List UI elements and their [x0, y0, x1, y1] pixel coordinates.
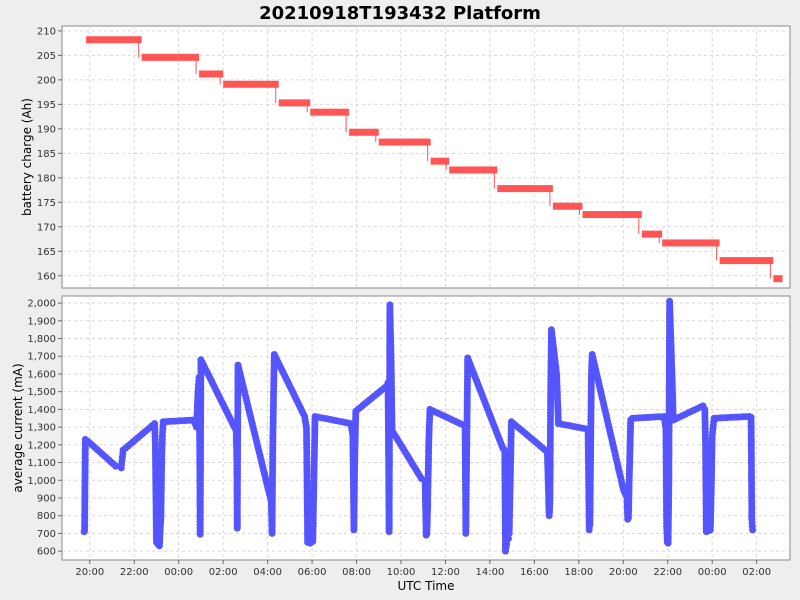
current-y-tick-label: 1,500 — [27, 387, 56, 398]
charge-y-tick-label: 175 — [37, 198, 56, 209]
current-y-label: average current (mA) — [11, 363, 25, 492]
current-y-tick-label: 1,600 — [27, 369, 56, 380]
current-point — [112, 462, 120, 470]
x-tick-label: 08:00 — [342, 567, 371, 578]
x-tick-label: 02:00 — [209, 567, 238, 578]
charge-series — [86, 36, 783, 283]
charge-step-bar — [349, 128, 379, 136]
current-point — [585, 526, 593, 534]
current-point — [749, 526, 757, 534]
current-y-ticks: 600 700 800 900 1,000 1,100 1,200 1,300 1,400 1,5… — [27, 299, 62, 558]
current-y-tick-label: 1,000 — [27, 476, 56, 487]
x-tick-label: 12:00 — [431, 567, 460, 578]
x-tick-label: 14:00 — [475, 567, 504, 578]
current-point — [504, 535, 512, 543]
current-y-tick-label: 1,400 — [27, 405, 56, 416]
x-tick-label: 04:00 — [253, 567, 282, 578]
current-y-tick-label: 1,800 — [27, 334, 56, 345]
current-y-tick-label: 1,200 — [27, 440, 56, 451]
x-tick-label: 00:00 — [164, 567, 193, 578]
current-y-tick-label: 900 — [37, 493, 56, 504]
charge-step-bar — [199, 70, 224, 78]
charge-step-bar — [310, 108, 350, 116]
charge-step-bar — [662, 239, 720, 247]
charge-plot-area — [61, 25, 791, 289]
charge-step-bar — [86, 36, 142, 44]
charge-step-bar — [223, 80, 279, 88]
current-y-tick-label: 1,900 — [27, 316, 56, 327]
x-tick-label: 02:00 — [742, 567, 771, 578]
x-tick-label: 20:00 — [75, 567, 104, 578]
chart-title: 20210918T193432 Platform — [259, 3, 541, 24]
current-y-tick-label: 1,700 — [27, 352, 56, 363]
charge-step-bar — [719, 257, 774, 265]
charge-y-tick-label: 205 — [37, 51, 56, 62]
current-y-tick-label: 700 — [37, 529, 56, 540]
charge-step-bar — [278, 99, 311, 107]
charge-y-tick-label: 195 — [37, 100, 56, 111]
current-y-tick-label: 2,000 — [27, 299, 56, 310]
current-y-tick-label: 1,300 — [27, 423, 56, 434]
charge-y-tick-label: 200 — [37, 75, 56, 86]
x-tick-label: 20:00 — [609, 567, 638, 578]
x-tick-label: 22:00 — [120, 567, 149, 578]
x-axis-label: UTC Time — [398, 579, 455, 593]
charge-y-tick-label: 210 — [37, 26, 56, 37]
charge-step-bar — [552, 202, 583, 210]
charge-y-tick-label: 160 — [37, 271, 56, 282]
charge-step-bar — [641, 230, 663, 238]
x-tick-label: 16:00 — [520, 567, 549, 578]
charge-y-tick-label: 165 — [37, 247, 56, 258]
charge-step-bar — [582, 211, 642, 219]
x-tick-label: 22:00 — [653, 567, 682, 578]
x-tick-label: 06:00 — [298, 567, 327, 578]
x-tick-label: 00:00 — [698, 567, 727, 578]
current-point — [503, 540, 511, 548]
charge-step-bar — [773, 275, 783, 283]
charge-y-ticks: 160 165 170 175 180 185 190 195 200 205 210 — [37, 26, 62, 282]
x-ticks: 20:00 22:00 00:00 02:00 04:00 06:00 08:00 10:00… — [75, 560, 771, 578]
x-tick-label: 10:00 — [387, 567, 416, 578]
charge-step-bar — [141, 53, 200, 61]
current-y-tick-label: 800 — [37, 511, 56, 522]
charge-step-bar — [378, 138, 431, 146]
charge-step-bar — [430, 157, 450, 165]
charge-y-tick-label: 180 — [37, 173, 56, 184]
x-tick-label: 18:00 — [564, 567, 593, 578]
current-y-tick-label: 1,100 — [27, 458, 56, 469]
current-series — [80, 297, 757, 555]
charge-y-tick-label: 185 — [37, 149, 56, 160]
current-y-tick-label: 600 — [37, 547, 56, 558]
charge-step-bar — [497, 185, 553, 193]
charge-y-tick-label: 170 — [37, 222, 56, 233]
charge-step-bar — [449, 166, 498, 174]
charge-y-label: battery charge (Ah) — [20, 98, 34, 216]
charge-y-tick-label: 190 — [37, 124, 56, 135]
